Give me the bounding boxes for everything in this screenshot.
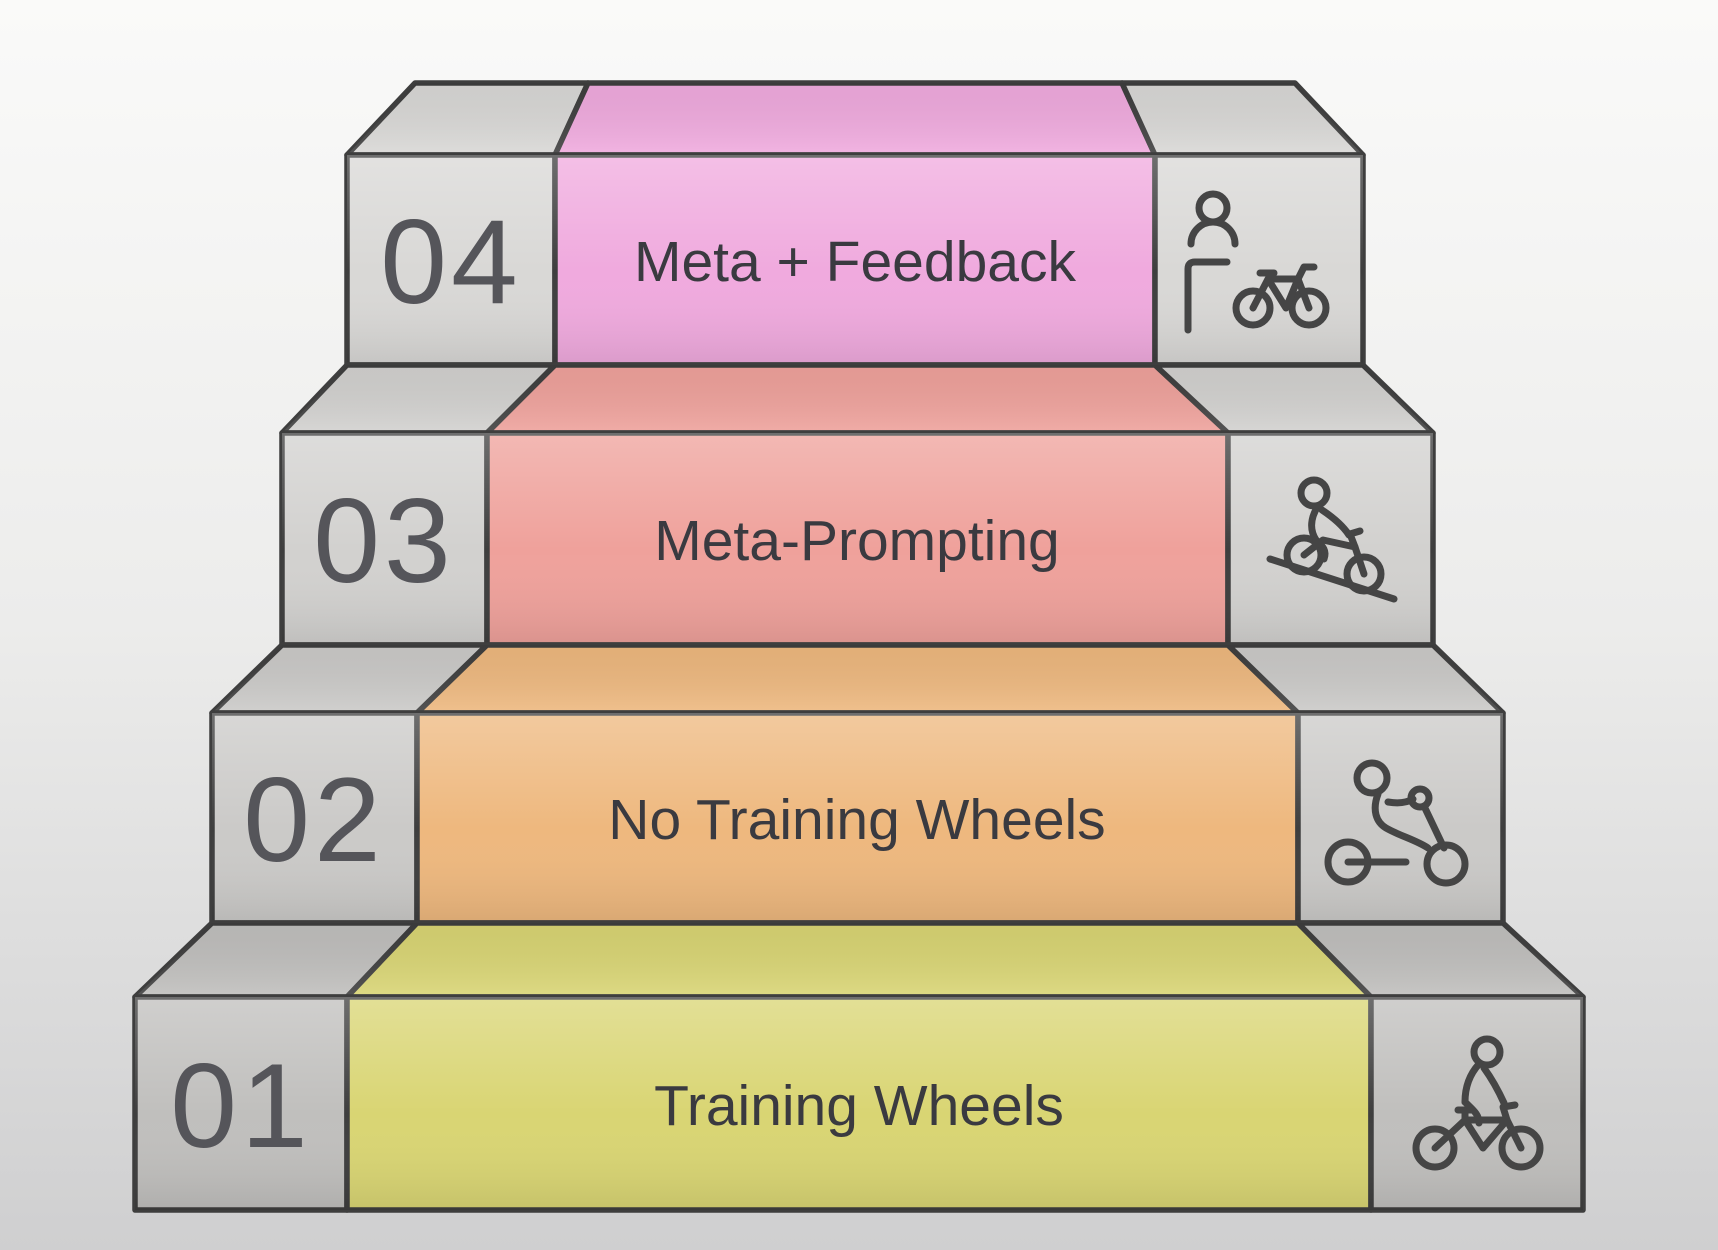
step-03-number: 03: [313, 474, 454, 608]
step-04-tread-shading: [347, 83, 1363, 155]
person-standing-with-bicycle-icon: [1184, 190, 1330, 334]
step-04-number: 04: [380, 195, 521, 329]
step-01-face-shading: [135, 997, 1583, 1210]
step-01-tread-shading: [135, 923, 1583, 997]
step-04: 04 Meta + Feedback: [344, 80, 1366, 368]
cyclist-riding-downhill-icon: [1266, 476, 1398, 603]
step-02-label: No Training Wheels: [608, 788, 1105, 852]
step-03-face-shading: [282, 433, 1433, 645]
step-02-face-shading: [212, 713, 1503, 923]
step-01-number: 01: [170, 1039, 311, 1173]
step-03-tread-shading: [282, 365, 1433, 433]
step-04-label: Meta + Feedback: [634, 230, 1077, 294]
step-01: 01 Training Wheels: [132, 920, 1586, 1213]
cyclist-training-wheels-icon: [1412, 1035, 1544, 1171]
step-02-number: 02: [243, 753, 384, 887]
cyclist-no-training-wheels-icon: [1324, 759, 1469, 887]
step-02: 02 No Training Wheels: [209, 642, 1506, 926]
step-03: 03 Meta-Prompting: [279, 362, 1436, 648]
step-03-label: Meta-Prompting: [654, 509, 1060, 573]
step-01-label: Training Wheels: [654, 1074, 1064, 1138]
step-02-tread-shading: [212, 645, 1503, 713]
